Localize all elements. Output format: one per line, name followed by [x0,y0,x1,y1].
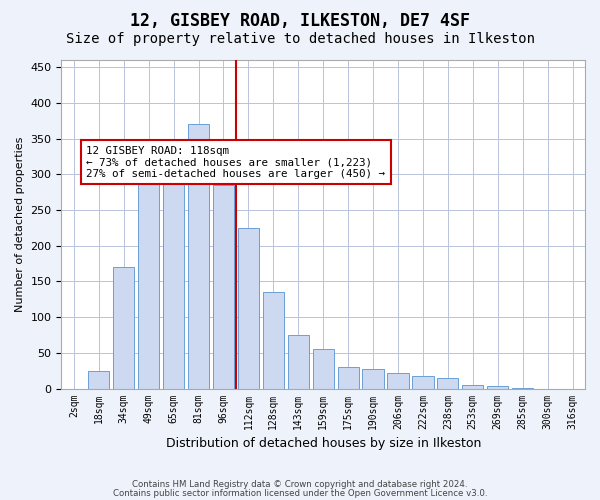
Bar [437,378,458,388]
Bar [113,267,134,388]
Bar [88,370,109,388]
Bar [412,376,434,388]
Text: 12, GISBEY ROAD, ILKESTON, DE7 4SF: 12, GISBEY ROAD, ILKESTON, DE7 4SF [130,12,470,30]
Text: 12 GISBEY ROAD: 118sqm
← 73% of detached houses are smaller (1,223)
27% of semi-: 12 GISBEY ROAD: 118sqm ← 73% of detached… [86,146,385,179]
Bar [188,124,209,388]
Bar [362,368,383,388]
Bar [313,350,334,389]
Bar [138,178,159,388]
Bar [287,335,309,388]
Bar [487,386,508,388]
Bar [238,228,259,388]
Bar [163,182,184,388]
Bar [462,385,484,388]
Bar [338,367,359,388]
Bar [388,373,409,388]
Bar [263,292,284,388]
Text: Size of property relative to detached houses in Ilkeston: Size of property relative to detached ho… [65,32,535,46]
Text: Contains public sector information licensed under the Open Government Licence v3: Contains public sector information licen… [113,488,487,498]
Text: Contains HM Land Registry data © Crown copyright and database right 2024.: Contains HM Land Registry data © Crown c… [132,480,468,489]
Y-axis label: Number of detached properties: Number of detached properties [15,136,25,312]
Bar [213,185,234,388]
X-axis label: Distribution of detached houses by size in Ilkeston: Distribution of detached houses by size … [166,437,481,450]
